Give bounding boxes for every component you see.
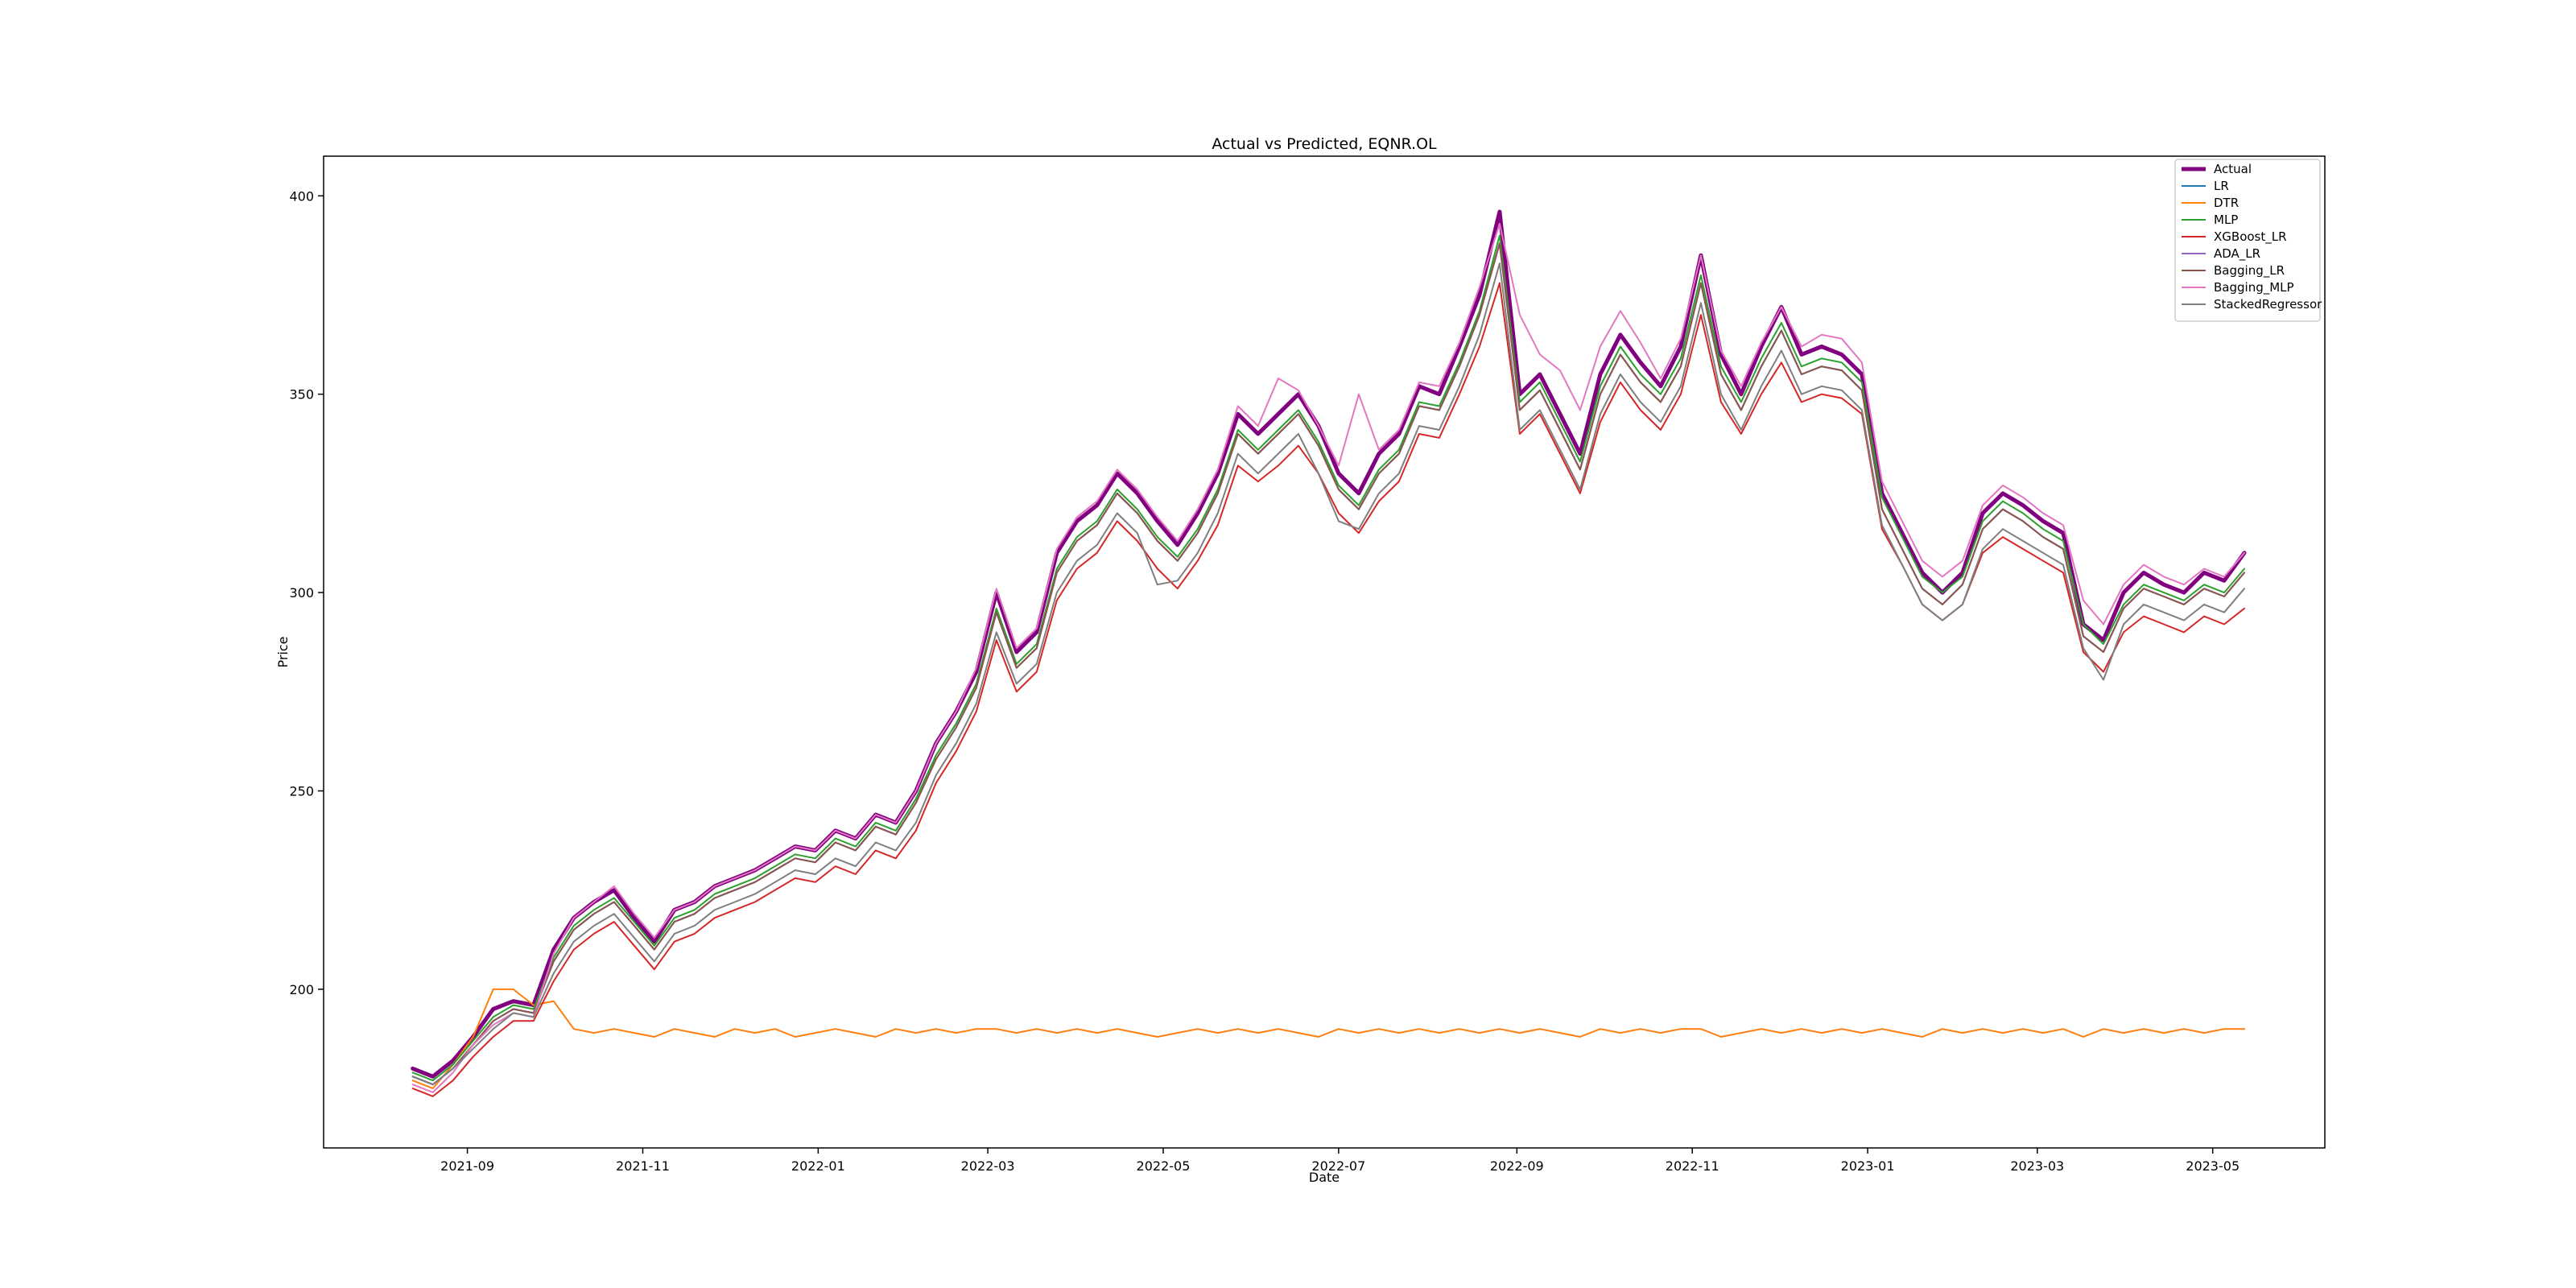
legend: Actual LR DTR MLP XGBoost_LRADA_LRBagging_LR… (2174, 159, 2322, 322)
legend-entry: Bagging_LR (2214, 263, 2285, 279)
y-axis: 200 250 300 350 400 (289, 188, 324, 997)
series-line-bagging-mlp (411, 222, 2245, 1093)
chart-title: Actual vs Predicted, EQNR.OL (1212, 135, 1437, 153)
y-axis-label: Price (275, 636, 291, 667)
y-tick-label: 350 (289, 387, 314, 402)
x-tick-label: 2022-01 (791, 1158, 845, 1174)
x-axis-label: Date (1309, 1170, 1340, 1185)
legend-entry: Bagging_MLP (2214, 280, 2294, 295)
y-tick-label: 250 (289, 783, 314, 799)
legend-entry: ADA_LR (2214, 246, 2260, 262)
series-line-bagging-lr (411, 242, 2245, 1086)
legend-entry: Actual (2214, 162, 2252, 176)
x-tick-label: 2022-11 (1666, 1158, 1719, 1174)
legend-entry: StackedRegressor (2214, 297, 2322, 312)
legend-entry: DTR (2214, 196, 2239, 210)
series-line-stackedregressor (411, 262, 2245, 1086)
series-line-dtr (411, 988, 2245, 1090)
x-tick-label: 2021-11 (616, 1158, 670, 1174)
x-tick-label: 2023-01 (1841, 1158, 1895, 1174)
y-tick-label: 200 (289, 982, 314, 997)
x-tick-label: 2023-05 (2186, 1158, 2240, 1174)
x-tick-label: 2022-09 (1490, 1158, 1544, 1174)
legend-box (2174, 159, 2321, 322)
series-lines (411, 209, 2247, 1097)
x-axis: 2021-09 2021-11 2022-01 2022-03 2022-05 2022-… (440, 1148, 2240, 1174)
plot-area (323, 155, 2326, 1149)
x-tick-label: 2021-09 (440, 1158, 494, 1174)
y-tick-label: 400 (289, 188, 314, 204)
x-tick-label: 2022-07 (1311, 1158, 1365, 1174)
y-tick-label: 300 (289, 585, 314, 601)
legend-entry: XGBoost_LR (2214, 229, 2287, 245)
series-line-mlp (411, 234, 2245, 1082)
legend-entry: MLP (2214, 213, 2238, 227)
x-tick-label: 2022-03 (961, 1158, 1015, 1174)
x-tick-label: 2023-03 (2010, 1158, 2064, 1174)
x-tick-label: 2022-05 (1137, 1158, 1191, 1174)
legend-entry: LR (2214, 179, 2229, 193)
